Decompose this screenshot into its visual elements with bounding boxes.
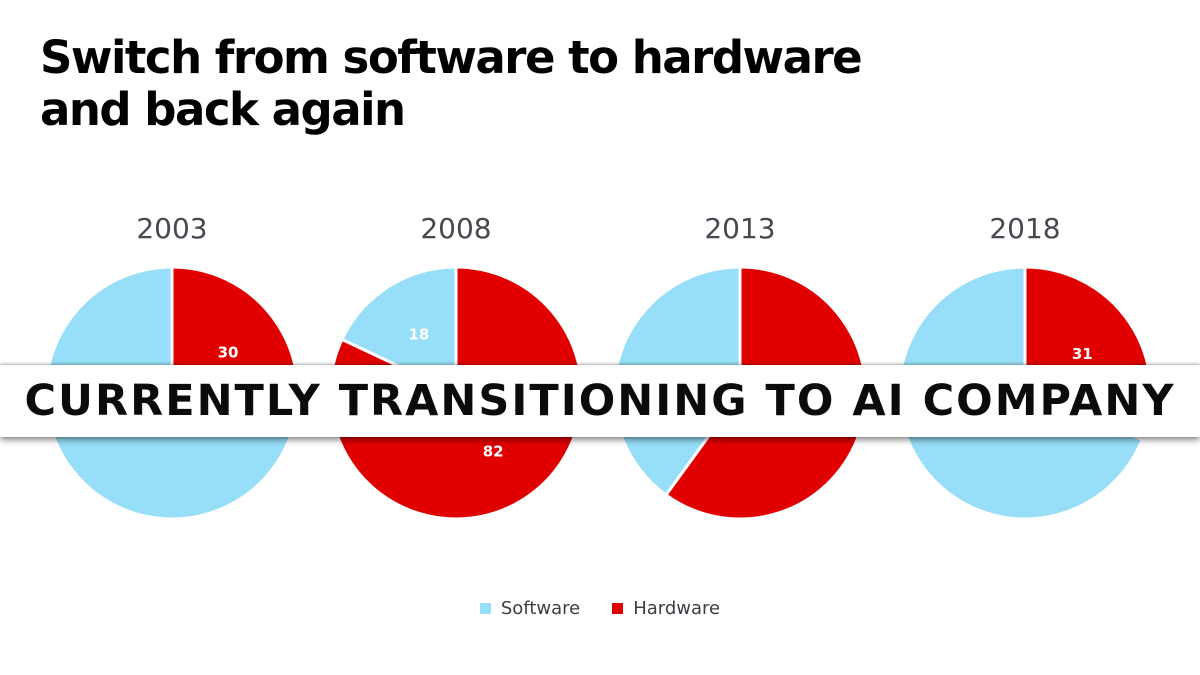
pie-slice-software [340,265,458,395]
pie-data-label-hardware: 82 [483,443,504,461]
pie-data-label-software: 18 [408,325,429,343]
page-title: Switch from software to hardware and bac… [40,32,940,136]
legend-item-software: Software [479,598,581,619]
legend-swatch-hardware [612,603,624,614]
pie-year-label: 2008 [420,212,491,245]
pie-data-label-hardware: 31 [1072,345,1093,363]
pie-year-label: 2013 [704,212,775,245]
pie-year-label: 2003 [136,212,207,245]
legend: Software Hardware [0,598,1200,619]
legend-item-hardware: Hardware [612,598,720,619]
pie-data-label-hardware: 30 [218,343,239,361]
banner-text: CURRENTLY TRANSITIONING TO AI COMPANY [24,376,1176,426]
overlay-banner: CURRENTLY TRANSITIONING TO AI COMPANY [0,365,1200,437]
legend-label-software: Software [500,598,581,619]
legend-label-hardware: Hardware [633,598,721,619]
pie-year-label: 2018 [989,212,1060,245]
title-line-1: Switch from software to hardware [40,31,863,84]
title-line-2: and back again [40,83,406,136]
legend-swatch-software [479,603,491,614]
